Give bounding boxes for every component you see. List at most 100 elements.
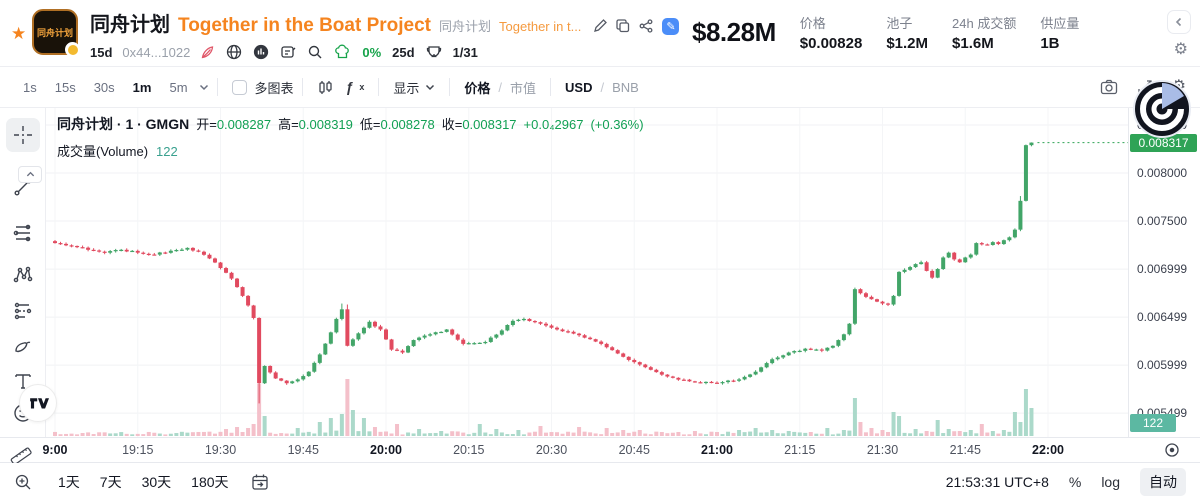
zoom-in-icon[interactable]	[14, 473, 32, 491]
stat-value: $1.6M	[952, 35, 994, 52]
rank-value: 1/31	[452, 44, 478, 60]
interval-button-15s[interactable]: 15s	[54, 79, 76, 95]
token-avatar[interactable]: 同舟计划	[32, 9, 80, 57]
analytics-icon[interactable]	[253, 44, 269, 60]
goto-date-calendar-icon[interactable]	[251, 473, 269, 491]
auto-scale-button[interactable]: 自动	[1140, 467, 1186, 496]
y-axis-label: 0.008000	[1137, 166, 1188, 180]
display-dropdown[interactable]: 显示	[387, 78, 441, 97]
chain-badge-icon	[65, 42, 80, 57]
collapse-panel-button[interactable]	[1167, 10, 1191, 34]
contract-address[interactable]: 0x44...1022	[122, 44, 191, 60]
text-tool-icon[interactable]	[6, 364, 40, 398]
market-stats: $8.28M 价格 $0.00828 池子 $1.2M 24h 成交额 $1.6M 供应量 1…	[692, 13, 1079, 52]
share-icon[interactable]	[639, 19, 653, 33]
stat-label: 价格	[799, 16, 826, 31]
fib-lines-tool-icon[interactable]	[6, 216, 40, 250]
y-axis-label: 0.007500	[1137, 214, 1188, 228]
screenshot-camera-icon[interactable]	[1100, 78, 1118, 96]
stat-value: $0.00828	[799, 35, 863, 52]
token-subname-en: Together in t...	[499, 19, 582, 34]
stat-item: 供应量 1B	[1040, 13, 1079, 52]
stat-label: 供应量	[1040, 16, 1080, 31]
range-button-7天[interactable]: 7天	[99, 473, 122, 490]
verified-badge-icon: ✎	[662, 17, 680, 35]
y-axis-label: 0.006499	[1137, 310, 1188, 325]
feedback-icon[interactable]	[280, 44, 296, 60]
legend-ohlc-values: 开=0.008287 高=0.008319 低=0.008278 收=0.008317	[196, 114, 516, 133]
bottom-bar: 1天 7天 30天 180天 21:53:31 UTC+8 % log 自动	[0, 462, 1200, 500]
x-axis-label: 21:45	[949, 443, 981, 457]
usd-bnb-toggle[interactable]: USD / BNB	[565, 79, 639, 95]
interval-button-1m[interactable]: 1m	[132, 79, 152, 95]
dev-age: 25d	[392, 44, 415, 60]
time-axis[interactable]: 9:00 19:15 19:30 19:45 20:00 20:15 20:30 20:45 2…	[0, 437, 1200, 462]
ohlc-pair: 低=0.008278	[360, 114, 435, 133]
candle-style-button[interactable]	[311, 79, 340, 96]
ohlc-label: 高=	[278, 117, 299, 132]
price-mcap-toggle[interactable]: 价格 / 市值	[464, 79, 537, 96]
candlestick-chart[interactable]	[46, 108, 1128, 437]
range-button-180天[interactable]: 180天	[191, 473, 229, 490]
search-icon[interactable]	[307, 44, 323, 60]
ohlc-legend: 同舟计划 · 1 · GMGN 开=0.008287 高=0.008319 低=0.…	[57, 114, 644, 134]
token-header: ★ 同舟计划 同舟计划 Together in the Boat Project…	[0, 0, 1200, 66]
header-settings-gear-icon[interactable]: ⚙	[1173, 41, 1188, 58]
ohlc-value: 0.008317	[462, 117, 517, 132]
interval-button-1s[interactable]: 1s	[23, 79, 37, 95]
edit-icon[interactable]	[593, 19, 608, 33]
log-scale-button[interactable]: log	[1101, 473, 1120, 490]
interval-button-30s[interactable]: 30s	[93, 79, 115, 95]
x-axis-label: 19:45	[287, 443, 319, 457]
percent-scale-button[interactable]: %	[1068, 473, 1082, 490]
website-globe-icon[interactable]	[226, 44, 242, 60]
interval-button-5m[interactable]: 5m	[169, 79, 188, 95]
axis-settings-icon[interactable]	[1164, 442, 1180, 458]
x-axis-label: 22:00	[1032, 443, 1064, 457]
range-button-1天[interactable]: 1天	[58, 473, 80, 490]
ohlc-label: 收=	[441, 117, 463, 132]
token-title-block: 同舟计划 Together in the Boat Project 同舟计划 T…	[90, 8, 680, 60]
xabcd-pattern-tool-icon[interactable]	[6, 258, 40, 292]
token-age: 15d	[90, 44, 113, 60]
legend-change-pct: (+0.36%)	[590, 117, 644, 132]
ohlc-label: 开=	[196, 117, 217, 132]
hot-feather-icon[interactable]	[200, 45, 215, 60]
gmgn-logo-watermark	[1133, 80, 1191, 138]
y-axis-label: 0.005999	[1137, 358, 1188, 373]
ohlc-value: 0.008278	[380, 117, 435, 132]
forecast-tool-icon[interactable]	[6, 294, 40, 328]
interval-dropdown-chevron-icon[interactable]	[199, 82, 209, 92]
brush-tool-icon[interactable]	[6, 329, 40, 363]
tradingview-watermark	[19, 384, 57, 422]
ohlc-value: 0.008319	[298, 117, 353, 132]
ohlc-pair: 收=0.008317	[442, 114, 517, 133]
favorite-star-icon[interactable]: ★	[11, 24, 27, 43]
stat-value: 1B	[1040, 35, 1060, 52]
legend-collapse-button[interactable]	[18, 166, 42, 183]
clock-timezone[interactable]: 21:53:31 UTC+8	[945, 473, 1049, 490]
price-axis[interactable]: 0.0085000.0080000.0075000.0069990.006499…	[1128, 108, 1200, 437]
stat-item: 24h 成交额 $1.6M	[952, 13, 1016, 52]
stat-item: 池子 $1.2M	[886, 13, 928, 52]
range-button-30天[interactable]: 30天	[141, 473, 172, 490]
token-name-en: Together in the Boat Project	[178, 15, 432, 36]
x-axis-label: 9:00	[42, 443, 68, 457]
token-name-zh: 同舟计划	[90, 14, 170, 36]
dev-chef-hat-icon	[334, 44, 351, 60]
token-subname-zh: 同舟计划	[439, 19, 492, 34]
x-axis-label: 21:15	[784, 443, 816, 457]
rank-cup-icon	[426, 44, 442, 60]
measure-ruler-icon[interactable]	[9, 439, 33, 463]
last-price-badge: 0.008317	[1130, 133, 1197, 152]
multi-chart-label[interactable]: 多图表	[254, 80, 294, 96]
multi-chart-checkbox[interactable]	[231, 79, 247, 95]
volume-label: 成交量(Volume)	[57, 144, 149, 159]
token-avatar-text: 同舟计划	[36, 27, 73, 38]
crosshair-tool-icon[interactable]	[6, 118, 40, 152]
copy-icon[interactable]	[616, 19, 630, 33]
fullscreen-expand-icon[interactable]	[1137, 79, 1153, 95]
legend-symbol: 同舟计划 · 1 · GMGN	[57, 116, 190, 132]
